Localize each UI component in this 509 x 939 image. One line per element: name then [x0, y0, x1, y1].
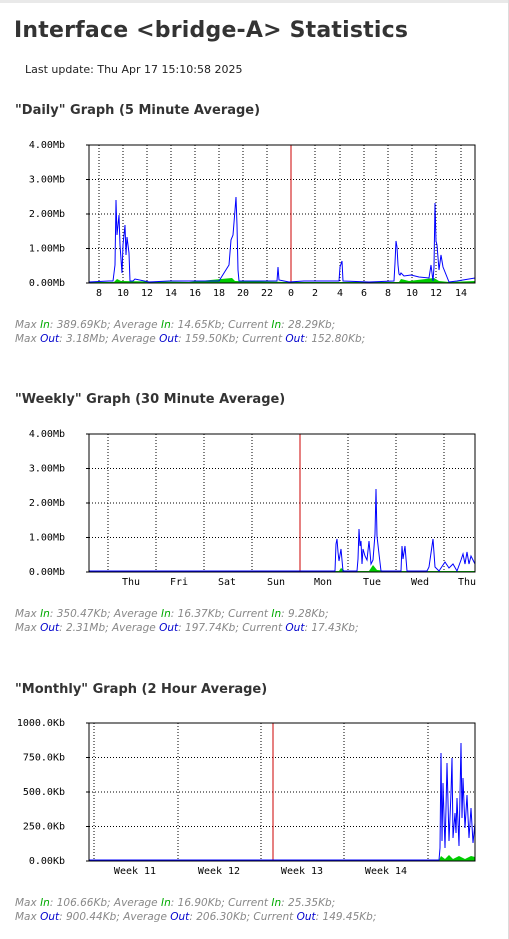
- x-tick-label: Sun: [267, 577, 285, 588]
- x-tick-label: Week 11: [114, 866, 156, 877]
- x-tick-label: Sat: [218, 577, 236, 588]
- last-update: Last update: Thu Apr 17 15:10:58 2025: [25, 63, 243, 76]
- daily-stats-out: Max Out: 3.18Mb; Average Out: 159.50Kb; …: [15, 333, 366, 345]
- x-tick-label: 12: [430, 288, 442, 299]
- x-tick-label: Fri: [170, 577, 188, 588]
- x-tick-label: Week 13: [281, 866, 323, 877]
- y-tick-label: 1.00Mb: [29, 244, 65, 255]
- x-tick-label: Thu: [122, 577, 140, 588]
- x-tick-label: Week 12: [198, 866, 240, 877]
- monthly-stats-in: Max In: 106.66Kb; Average In: 16.90Kb; C…: [15, 897, 336, 909]
- y-tick-label: 250.0Kb: [23, 822, 65, 833]
- x-tick-label: 8: [96, 288, 102, 299]
- weekly-stats: Max In: 350.47Kb; Average In: 16.37Kb; C…: [15, 607, 359, 635]
- x-tick-label: 18: [213, 288, 225, 299]
- x-tick-label: Week 14: [365, 866, 407, 877]
- x-tick-label: 20: [237, 288, 249, 299]
- x-tick-label: 4: [337, 288, 343, 299]
- y-tick-label: 0.00Mb: [29, 567, 65, 578]
- x-tick-label: 14: [455, 288, 467, 299]
- y-tick-label: 4.00Mb: [29, 429, 65, 440]
- x-tick-label: Tue: [363, 577, 381, 588]
- monthly-graph: 1000.0Kb 750.0Kb 500.0Kb 250.0Kb 0.00Kb Week …: [17, 718, 476, 877]
- out-traffic-line: [89, 488, 476, 573]
- x-tick-label: 10: [406, 288, 418, 299]
- x-tick-label: 2: [312, 288, 318, 299]
- daily-graph-heading: "Daily" Graph (5 Minute Average): [15, 103, 261, 118]
- y-tick-label: 4.00Mb: [29, 140, 65, 151]
- x-tick-label: Mon: [314, 577, 332, 588]
- daily-stats: Max In: 389.69Kb; Average In: 14.65Kb; C…: [15, 318, 365, 346]
- y-tick-label: 3.00Mb: [29, 175, 65, 186]
- out-traffic-line: [88, 196, 476, 283]
- y-tick-label: 1000.0Kb: [17, 718, 65, 729]
- y-tick-label: 1.00Mb: [29, 533, 65, 544]
- monthly-stats: Max In: 106.66Kb; Average In: 16.90Kb; C…: [15, 896, 376, 924]
- x-tick-label: 22: [261, 288, 273, 299]
- monthly-stats-out: Max Out: 900.44Kb; Average Out: 206.30Kb…: [15, 911, 377, 923]
- y-tick-label: 750.0Kb: [23, 753, 65, 764]
- weekly-stats-out: Max Out: 2.31Mb; Average Out: 197.74Kb; …: [15, 622, 359, 634]
- monthly-graph-heading: "Monthly" Graph (2 Hour Average): [15, 682, 268, 697]
- x-tick-label: 16: [189, 288, 201, 299]
- daily-graph: 4.00Mb 3.00Mb 2.00Mb 1.00Mb 0.00Mb 8 10 12 14 16 1…: [29, 140, 476, 299]
- x-tick-label: 12: [141, 288, 153, 299]
- x-tick-label: 14: [165, 288, 177, 299]
- x-tick-label: 10: [117, 288, 129, 299]
- weekly-stats-in: Max In: 350.47Kb; Average In: 16.37Kb; C…: [15, 608, 329, 620]
- x-tick-label: Wed: [411, 577, 429, 588]
- y-tick-label: 2.00Mb: [29, 209, 65, 220]
- x-tick-label: 6: [361, 288, 367, 299]
- x-tick-label: 8: [385, 288, 391, 299]
- daily-stats-in: Max In: 389.69Kb; Average In: 14.65Kb; C…: [15, 319, 336, 331]
- weekly-graph: 4.00Mb 3.00Mb 2.00Mb 1.00Mb 0.00Mb Thu Fri Sat S…: [29, 429, 476, 588]
- weekly-graph-heading: "Weekly" Graph (30 Minute Average): [15, 392, 286, 407]
- y-tick-label: 500.0Kb: [23, 787, 65, 798]
- out-traffic-line: [89, 742, 476, 861]
- x-tick-label: Thu: [458, 577, 476, 588]
- x-tick-label: 0: [288, 288, 294, 299]
- page-title: Interface <bridge-A> Statistics: [14, 18, 409, 43]
- y-tick-label: 0.00Kb: [29, 856, 65, 867]
- y-tick-label: 0.00Mb: [29, 278, 65, 289]
- in-traffic-area: [89, 565, 475, 572]
- y-tick-label: 2.00Mb: [29, 498, 65, 509]
- window-top-edge: [0, 0, 509, 3]
- y-tick-label: 3.00Mb: [29, 464, 65, 475]
